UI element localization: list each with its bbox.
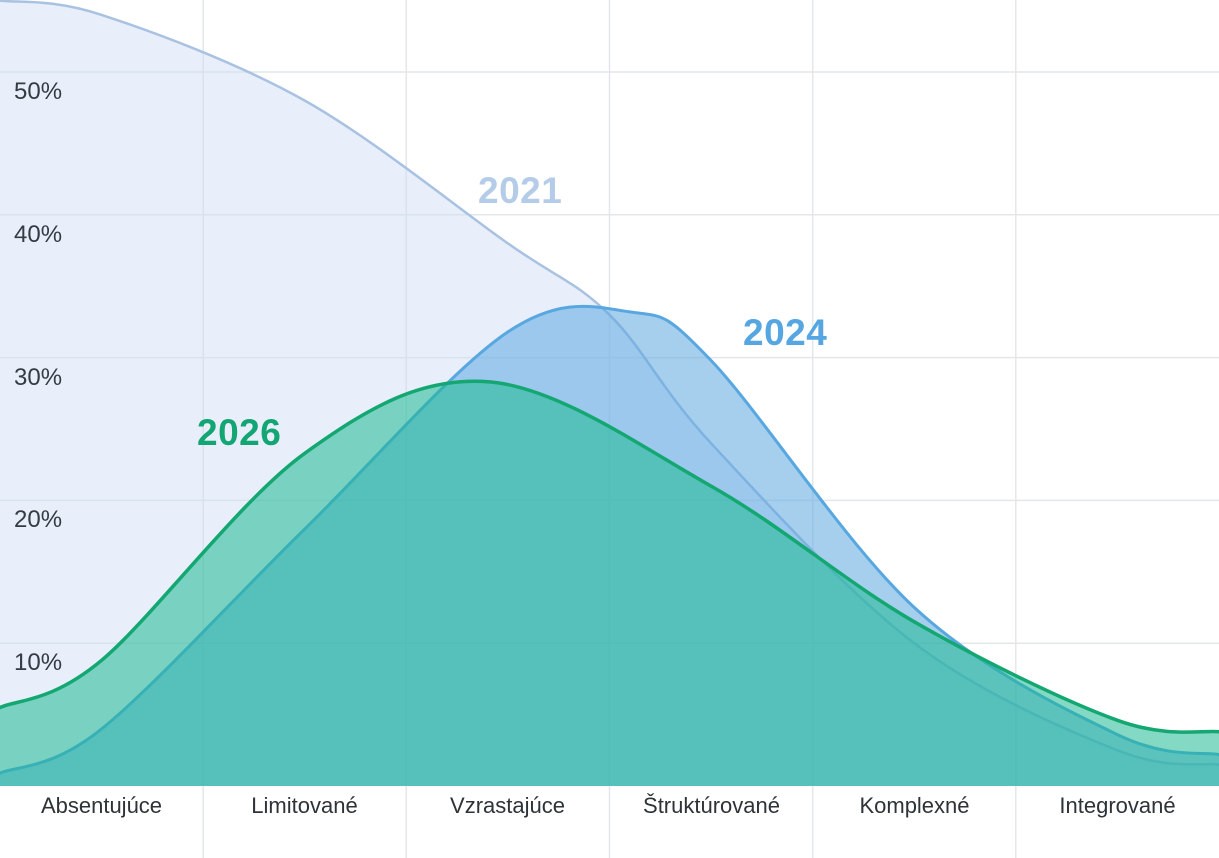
series-2026 (0, 379, 1219, 786)
x-axis-category-label: Vzrastajúce (450, 793, 565, 818)
y-axis-tick-label: 50% (14, 78, 63, 105)
x-axis-category-label: Integrované (1059, 793, 1176, 818)
y-axis-tick-label: 10% (14, 649, 63, 676)
x-axis-category-label: Absentujúce (40, 793, 163, 818)
series-label-2021: 2021 (478, 170, 563, 211)
x-axis-category-label: Limitované (251, 793, 358, 818)
y-axis-tick-label: 40% (14, 221, 63, 248)
series-label-2026: 2026 (197, 412, 282, 453)
x-axis-category-label: Štruktúrované (643, 793, 780, 818)
series-areas (0, 0, 1219, 787)
series-label-2024: 2024 (743, 312, 828, 353)
y-axis-tick-label: 20% (14, 506, 63, 533)
x-axis-category-label: Komplexné (859, 793, 970, 818)
y-axis-tick-label: 30% (14, 364, 63, 391)
